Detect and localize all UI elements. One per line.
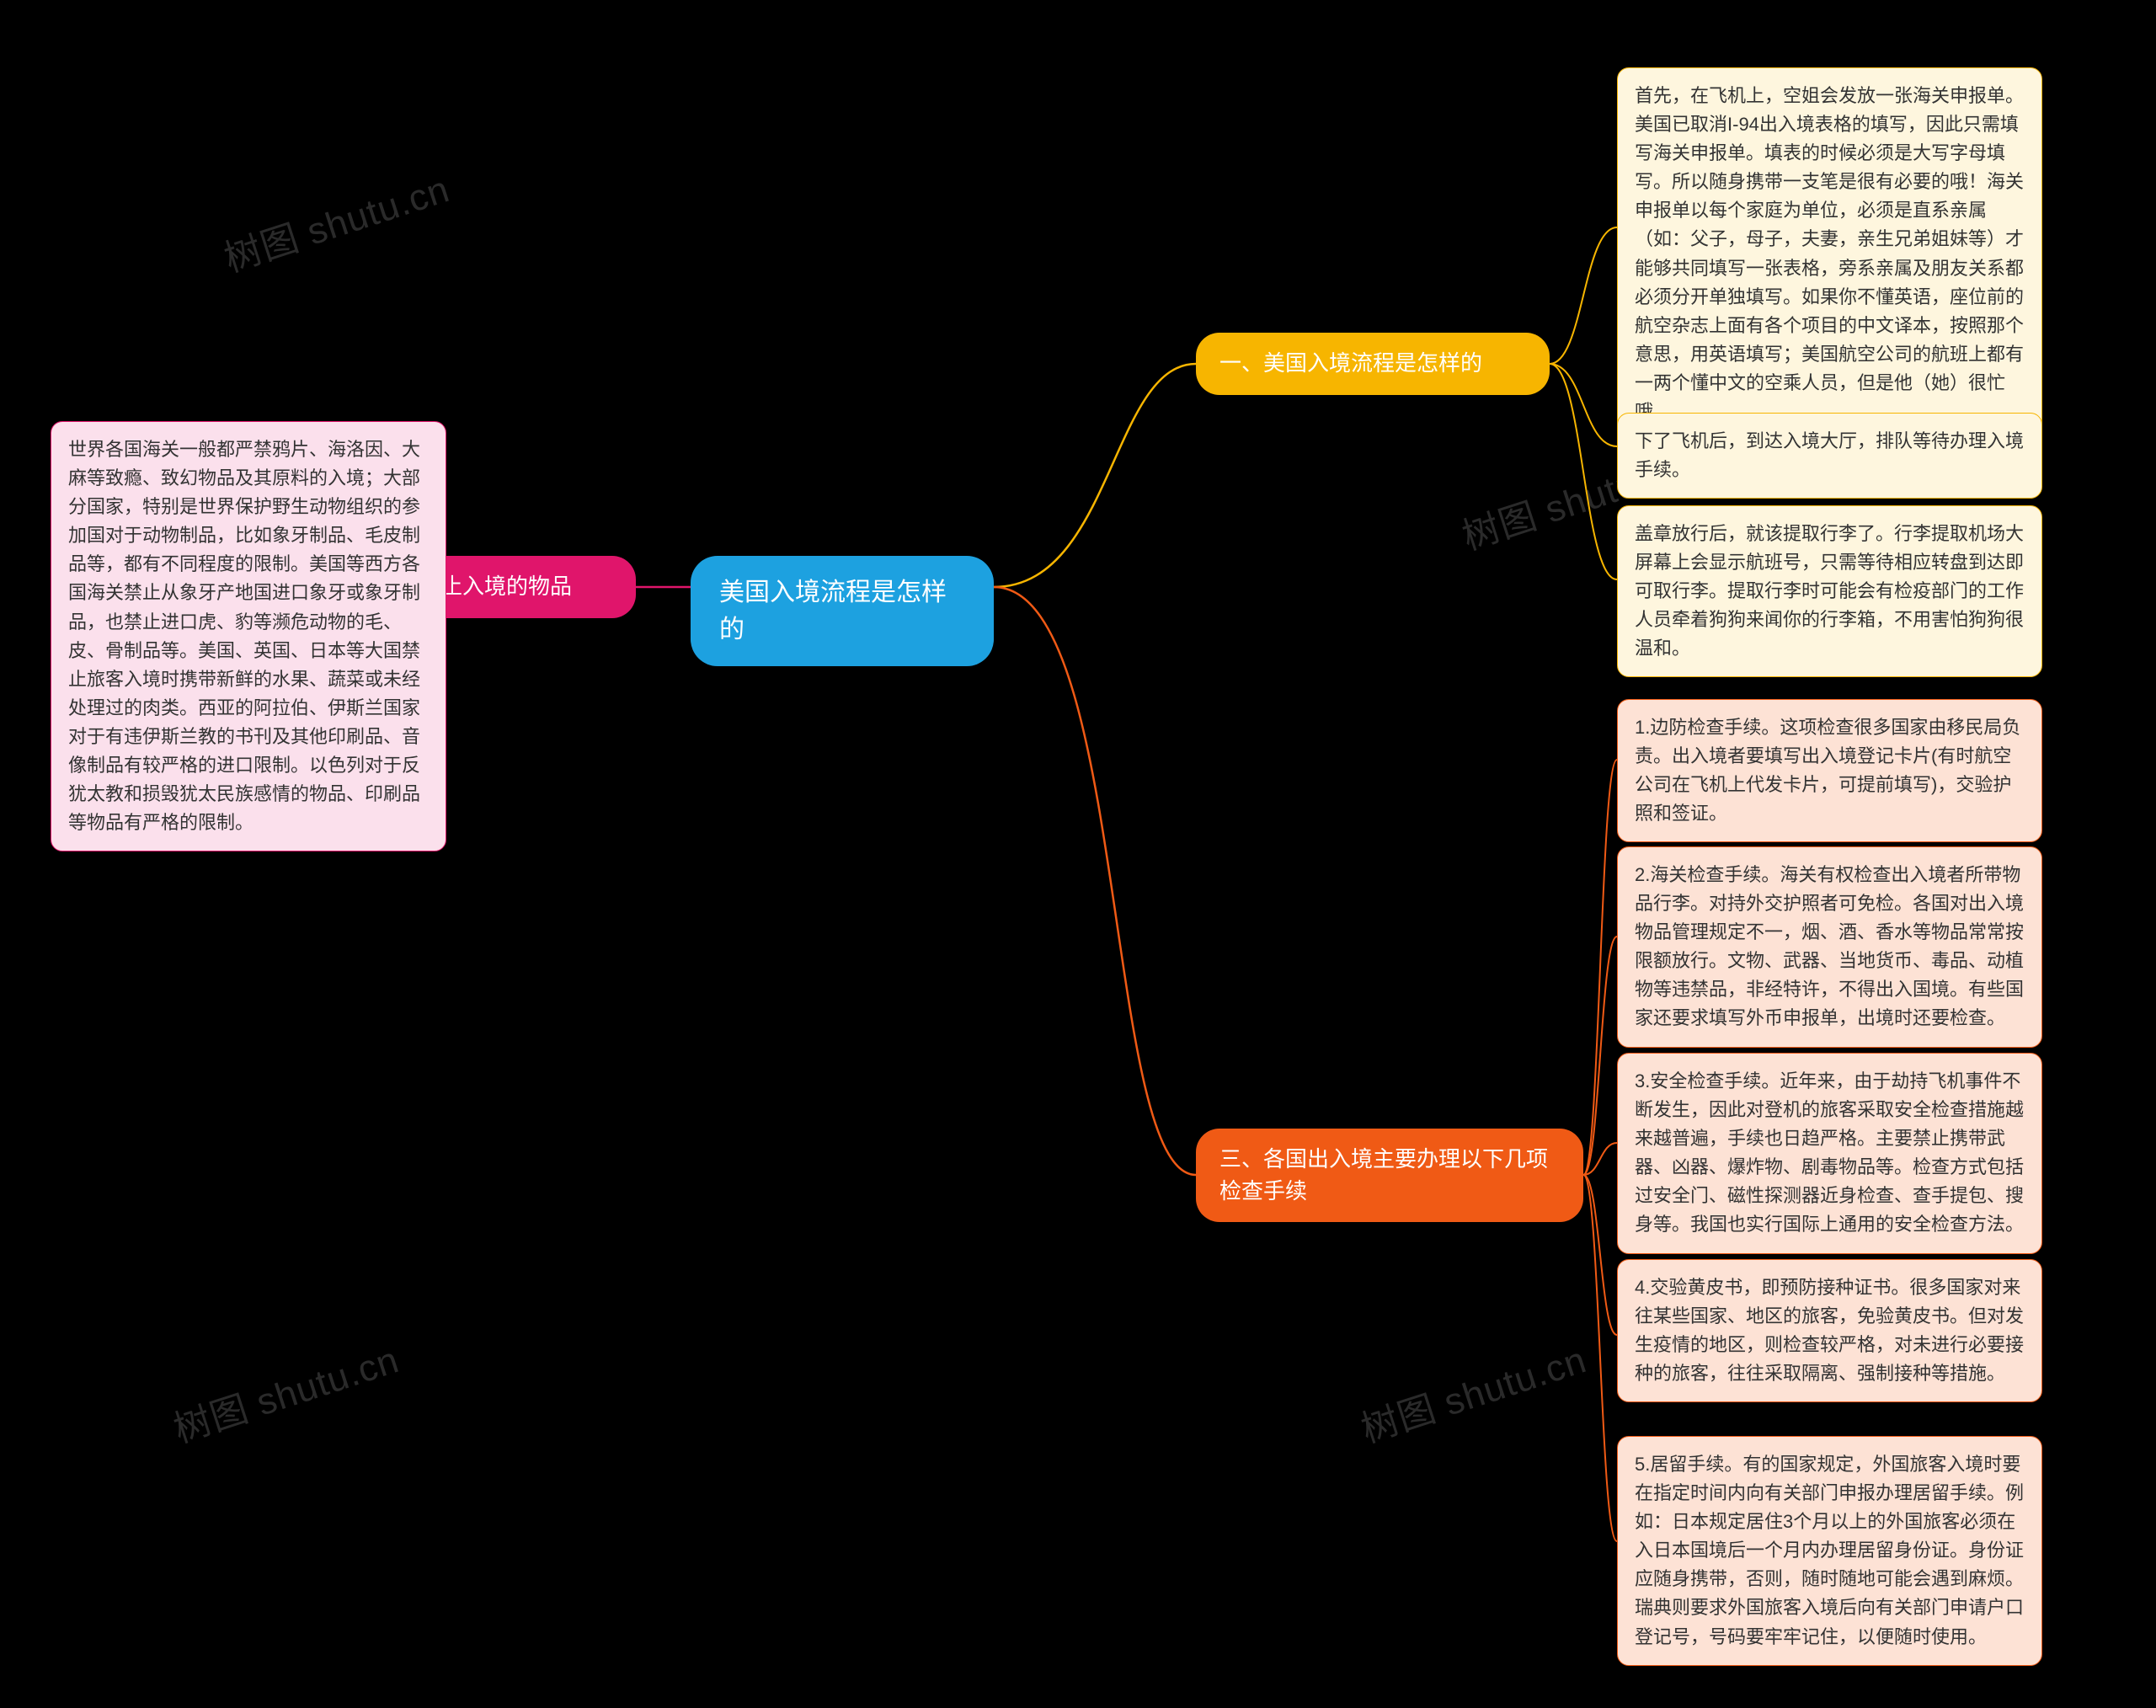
leaf-text: 4.交验黄皮书，即预防接种证书。很多国家对来往某些国家、地区的旅客，免验黄皮书。… [1635,1277,2024,1384]
root-label: 美国入境流程是怎样的 [719,574,965,648]
leaf-text: 下了飞机后，到达入境大厅，排队等待办理入境手续。 [1635,430,2024,480]
leaf-text: 盖章放行后，就该提取行李了。行李提取机场大屏幕上会显示航班号，只需等待相应转盘到… [1635,523,2024,659]
leaf-node[interactable]: 首先，在飞机上，空姐会发放一张海关申报单。美国已取消I-94出入境表格的填写，因… [1617,67,2042,440]
branch-node-1[interactable]: 一、美国入境流程是怎样的 [1196,333,1550,395]
branch-label: 三、各国出入境主要办理以下几项检查手续 [1219,1144,1560,1207]
watermark: 树图 shutu.cn [166,1330,405,1454]
mindmap-canvas: 树图 shutu.cn 树图 shutu.cn 树图 shutu.cn 树图 s… [0,0,2156,1708]
leaf-node[interactable]: 4.交验黄皮书，即预防接种证书。很多国家对来往某些国家、地区的旅客，免验黄皮书。… [1617,1259,2042,1402]
leaf-node[interactable]: 3.安全检查手续。近年来，由于劫持飞机事件不断发生，因此对登机的旅客采取安全检查… [1617,1053,2042,1254]
watermark: 树图 shutu.cn [1353,1330,1593,1454]
leaf-node[interactable]: 2.海关检查手续。海关有权检查出入境者所带物品行李。对持外交护照者可免检。各国对… [1617,846,2042,1048]
root-node[interactable]: 美国入境流程是怎样的 [691,556,994,666]
leaf-node[interactable]: 1.边防检查手续。这项检查很多国家由移民局负责。出入境者要填写出入境登记卡片(有… [1617,699,2042,842]
leaf-node[interactable]: 下了飞机后，到达入境大厅，排队等待办理入境手续。 [1617,413,2042,499]
leaf-text: 1.边防检查手续。这项检查很多国家由移民局负责。出入境者要填写出入境登记卡片(有… [1635,717,2020,824]
leaf-text: 5.居留手续。有的国家规定，外国旅客入境时要在指定时间内向有关部门申报办理居留手… [1635,1454,2024,1647]
leaf-text: 世界各国海关一般都严禁鸦片、海洛因、大麻等致瘾、致幻物品及其原料的入境；大部分国… [68,439,420,833]
branch-label: 一、美国入境流程是怎样的 [1219,348,1482,380]
leaf-text: 2.海关检查手续。海关有权检查出入境者所带物品行李。对持外交护照者可免检。各国对… [1635,864,2024,1028]
leaf-node[interactable]: 5.居留手续。有的国家规定，外国旅客入境时要在指定时间内向有关部门申报办理居留手… [1617,1436,2042,1666]
leaf-text: 3.安全检查手续。近年来，由于劫持飞机事件不断发生，因此对登机的旅客采取安全检查… [1635,1070,2024,1235]
watermark: 树图 shutu.cn [216,159,456,283]
leaf-text: 首先，在飞机上，空姐会发放一张海关申报单。美国已取消I-94出入境表格的填写，因… [1635,85,2024,422]
leaf-node[interactable]: 世界各国海关一般都严禁鸦片、海洛因、大麻等致瘾、致幻物品及其原料的入境；大部分国… [51,421,446,851]
branch-node-3[interactable]: 三、各国出入境主要办理以下几项检查手续 [1196,1129,1583,1222]
leaf-node[interactable]: 盖章放行后，就该提取行李了。行李提取机场大屏幕上会显示航班号，只需等待相应转盘到… [1617,505,2042,677]
